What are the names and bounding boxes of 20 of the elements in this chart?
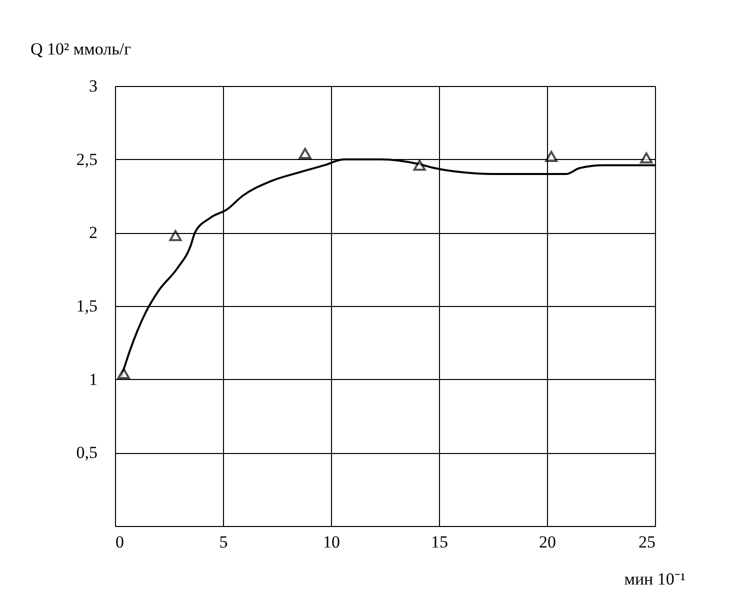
point xyxy=(640,152,653,164)
x-tick-label: 0 xyxy=(116,532,124,552)
y-tick-label: 2 xyxy=(89,223,98,242)
x-tick-label: 15 xyxy=(431,532,448,552)
x-tick-label: 10 xyxy=(323,532,340,552)
point xyxy=(298,148,312,160)
y-tick-label: 1 xyxy=(89,370,98,389)
x-tick-label: 25 xyxy=(638,532,656,552)
point xyxy=(117,368,130,380)
point xyxy=(413,160,426,171)
x-tick-label: 20 xyxy=(539,532,556,552)
y-tick-label: 3 xyxy=(89,76,98,96)
point xyxy=(169,230,182,242)
point xyxy=(545,150,558,162)
x-tick-label: 5 xyxy=(219,532,228,552)
y-tick-label: 2,5 xyxy=(76,150,98,169)
y-tick-label: 0,5 xyxy=(76,443,98,462)
y-axis-title: Q 10² ммоль/г xyxy=(30,40,132,58)
y-tick-label: 1,5 xyxy=(76,296,98,316)
x-axis-title: мин 10⁻¹ xyxy=(624,570,686,588)
